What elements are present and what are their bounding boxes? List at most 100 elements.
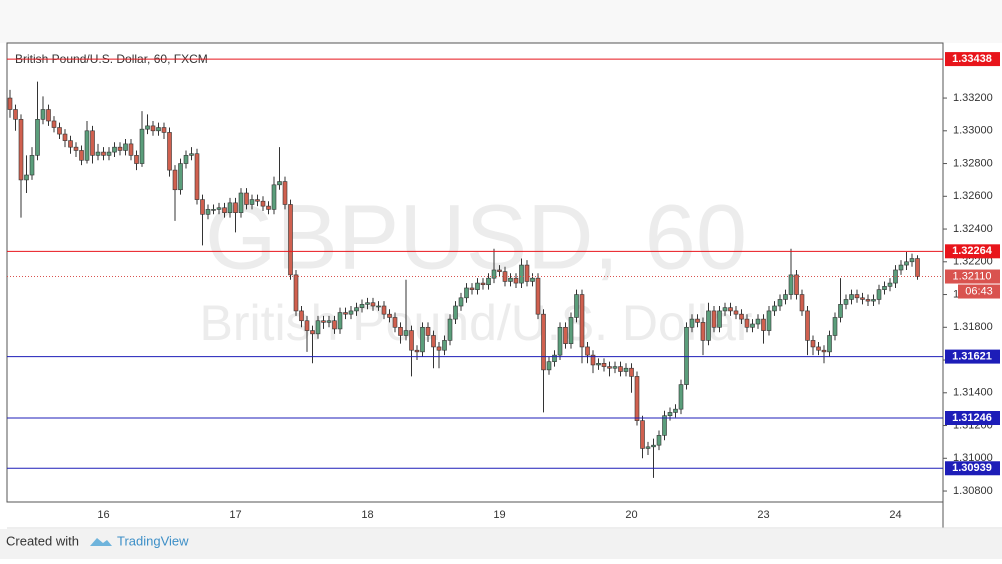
candle-body [673,408,678,413]
candle-body [425,326,431,336]
candle-body [46,109,51,122]
candle-body [689,318,695,328]
candle-body [579,294,585,348]
candle-body [18,119,24,181]
y-tick-label: 1.32200 [953,256,993,268]
candle-body [733,310,739,315]
candle-body [524,264,530,282]
candle-body [700,322,706,341]
candle-body [761,318,766,331]
candle-body [475,282,480,290]
candle-body [35,119,40,156]
candle-body [233,202,238,213]
candle-body [816,346,821,351]
candle-body [854,294,860,299]
y-tick-label: 1.31000 [953,452,993,464]
level-label: 1.30939 [952,462,992,474]
candle-body [161,127,167,133]
candle-body [381,305,387,315]
candle-body [299,310,304,322]
candle-body [13,109,18,120]
candle-body [497,269,502,272]
candle-body [810,340,816,348]
candle-body [640,420,645,449]
candle-body [211,209,216,211]
candle-body [607,366,612,369]
y-tick-label: 1.32400 [953,223,993,235]
candle-body [40,109,46,120]
candle-body [656,435,662,446]
candle-body [909,258,915,263]
candle-body [414,349,420,353]
candle-body [887,282,893,287]
candle-body [469,287,475,290]
candle-body [343,312,348,315]
candle-body [376,305,381,308]
x-tick-label: 24 [889,509,901,521]
watermark: GBPUSD, 60 [205,186,747,288]
watermark-subtitle: British Pound/U.S. Dollar [199,295,752,351]
candle-body [601,363,607,367]
candle-body [288,204,293,276]
candle-body [882,286,887,290]
candle-body [403,330,409,336]
level-label: 1.31246 [952,412,992,424]
level-label: 1.31621 [952,351,992,363]
candle-body [821,349,827,353]
candle-body [238,192,244,213]
candle-body [552,354,557,362]
candle-body [359,304,365,308]
candle-body [458,297,464,307]
candle-body [436,346,442,351]
candle-body [321,320,326,323]
level-label-box [945,349,1000,364]
candle-body [612,366,618,369]
candle-body [706,310,711,341]
candle-body [722,307,728,312]
candle-body [491,269,497,279]
candle-body [585,346,590,356]
y-tick-label: 1.32600 [953,190,993,202]
candle-body [772,305,777,312]
candle-body [563,326,568,344]
candle-body [849,294,854,300]
candle-body [337,312,343,330]
candle-body [827,335,832,353]
candle-body [838,304,843,318]
candle-body [513,277,519,284]
candle-body [623,367,629,372]
candle-body [618,366,623,372]
footer-brand[interactable]: TradingView [117,533,189,548]
candle-body [189,153,194,156]
candle-body [541,313,546,371]
candle-body [79,150,84,161]
candle-body [832,317,838,336]
candle-body [310,330,315,335]
candle-body [871,299,876,302]
candle-body [535,277,541,315]
candle-body [266,205,271,210]
candle-body [447,318,453,341]
candle-body [156,127,161,132]
candle-body [73,146,79,151]
candle-body [398,326,403,336]
candle-body [678,384,684,410]
candle-body [172,169,178,191]
candle-body [370,302,376,307]
candle-body [387,313,392,318]
candle-body [51,120,57,128]
candle-body [486,277,491,286]
candle-body [662,415,667,436]
x-tick-label: 20 [625,509,637,521]
candle-body [216,207,222,210]
candle-body [843,299,849,305]
candle-body [568,317,574,344]
candle-body [315,320,321,335]
candle-body [717,310,722,328]
candle-body [464,287,469,299]
candle-body [178,163,183,191]
candle-body [904,261,909,266]
level-label-box [945,411,1000,426]
candle-body [205,209,211,215]
